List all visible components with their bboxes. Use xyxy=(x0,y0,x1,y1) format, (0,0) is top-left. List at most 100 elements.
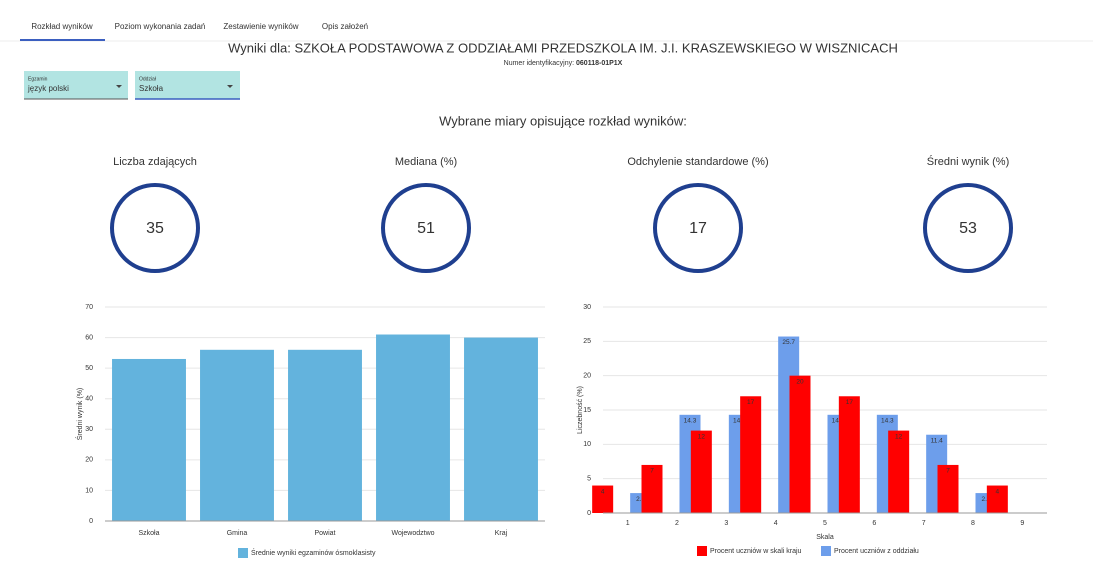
y-tick-label: 30 xyxy=(583,304,591,311)
stat-ring xyxy=(923,183,1013,273)
data-label: 25.7 xyxy=(782,339,795,346)
stat-value: 17 xyxy=(689,220,707,237)
data-label: 17 xyxy=(747,399,755,406)
legend-swatch xyxy=(821,546,831,556)
bar xyxy=(789,375,811,513)
id-label: Numer identyfikacyjny: xyxy=(504,60,574,67)
stat-ring xyxy=(381,183,471,273)
x-tick-label: Gmina xyxy=(227,530,248,537)
filter-label: Egzamin xyxy=(28,76,48,82)
bar xyxy=(464,337,538,521)
y-tick-label: 20 xyxy=(85,457,93,464)
y-tick-label: 50 xyxy=(85,365,93,372)
tab[interactable]: Opis założeń xyxy=(322,22,368,31)
tab[interactable]: Zestawienie wyników xyxy=(223,22,298,31)
y-tick-label: 40 xyxy=(85,396,93,403)
stat-label: Odchylenie standardowe (%) xyxy=(627,156,768,168)
x-tick-label: 9 xyxy=(1020,520,1024,527)
bar xyxy=(592,485,614,513)
x-tick-label: Powiat xyxy=(314,530,335,537)
x-tick-label: 7 xyxy=(922,520,926,527)
filter-label: Oddział xyxy=(139,76,157,82)
stat-value: 35 xyxy=(146,220,164,237)
data-label: 20 xyxy=(796,378,804,385)
y-tick-label: 10 xyxy=(85,487,93,494)
stat-label: Liczba zdających xyxy=(113,156,197,168)
bar xyxy=(376,334,450,521)
y-tick-label: 0 xyxy=(89,518,93,525)
legend-label: Średnie wyniki egzaminów ósmoklasisty xyxy=(251,548,376,557)
x-tick-label: Kraj xyxy=(495,530,508,537)
y-axis-label: Średni wynik (%) xyxy=(75,388,84,441)
x-axis-label: Skala xyxy=(816,534,834,541)
x-tick-label: Szkoła xyxy=(138,530,159,537)
bar xyxy=(986,485,1008,513)
data-label: 4 xyxy=(996,488,1000,495)
section-title: Wybrane miary opisujące rozkład wyników: xyxy=(439,113,687,128)
legend-swatch xyxy=(697,546,707,556)
y-tick-label: 30 xyxy=(85,426,93,433)
data-label: 11.4 xyxy=(931,437,944,444)
filter-value: Szkoła xyxy=(139,84,164,93)
bar xyxy=(740,396,762,513)
stat-label: Średni wynik (%) xyxy=(927,155,1010,168)
y-tick-label: 10 xyxy=(583,441,591,448)
bar xyxy=(838,396,860,513)
bar xyxy=(112,358,186,521)
bar xyxy=(641,464,663,513)
id-value: 060118-01P1X xyxy=(576,60,623,67)
data-label: 14.3 xyxy=(881,418,894,425)
y-tick-label: 60 xyxy=(85,334,93,341)
x-tick-label: Wojewodztwo xyxy=(391,530,434,537)
stat-ring xyxy=(653,183,743,273)
y-tick-label: 0 xyxy=(587,510,591,517)
x-tick-label: 8 xyxy=(971,520,975,527)
data-label: 4 xyxy=(601,488,605,495)
stat-label: Mediana (%) xyxy=(395,156,457,168)
data-label: 14.3 xyxy=(733,418,746,425)
bar xyxy=(288,349,362,521)
data-label: 14.3 xyxy=(832,418,845,425)
stat-value: 51 xyxy=(417,220,435,237)
y-tick-label: 5 xyxy=(587,476,591,483)
legend-swatch xyxy=(238,548,248,558)
x-tick-label: 4 xyxy=(774,520,778,527)
bar xyxy=(937,464,959,513)
data-label: 12 xyxy=(698,433,706,440)
id-line: Numer identyfikacyjny: 060118-01P1X xyxy=(504,60,623,67)
bar xyxy=(888,430,910,513)
y-tick-label: 15 xyxy=(583,407,591,414)
y-tick-label: 20 xyxy=(583,373,591,380)
filter-value: język polski xyxy=(27,84,69,93)
x-tick-label: 2 xyxy=(675,520,679,527)
legend-label: Procent uczniów z oddziału xyxy=(834,548,919,555)
data-label: 14.3 xyxy=(684,418,697,425)
active-tab-indicator xyxy=(20,39,105,41)
page-title: Wyniki dla: SZKOŁA PODSTAWOWA Z ODDZIAŁA… xyxy=(228,40,898,55)
data-label: 7 xyxy=(650,468,654,475)
data-label: 2.9 xyxy=(981,496,990,503)
data-label: 17 xyxy=(846,399,854,406)
data-label: 12 xyxy=(895,433,903,440)
data-label: 2.9 xyxy=(636,496,645,503)
legend-label: Procent uczniów w skali kraju xyxy=(710,548,802,555)
y-axis-label: Liczebność (%) xyxy=(577,386,584,434)
y-tick-label: 25 xyxy=(583,338,591,345)
dropdown-arrow xyxy=(227,85,233,88)
filter-select[interactable] xyxy=(135,71,240,99)
data-label: 7 xyxy=(946,468,950,475)
x-tick-label: 6 xyxy=(872,520,876,527)
bar xyxy=(690,430,712,513)
dropdown-arrow xyxy=(116,85,122,88)
tab[interactable]: Poziom wykonania zadań xyxy=(115,22,206,31)
x-tick-label: 1 xyxy=(626,520,630,527)
bar xyxy=(200,349,274,521)
x-tick-label: 3 xyxy=(724,520,728,527)
y-tick-label: 70 xyxy=(85,304,93,311)
tab[interactable]: Rozkład wyników xyxy=(31,22,93,31)
stat-ring xyxy=(110,183,200,273)
filter-select[interactable] xyxy=(24,71,128,99)
stat-value: 53 xyxy=(959,220,977,237)
